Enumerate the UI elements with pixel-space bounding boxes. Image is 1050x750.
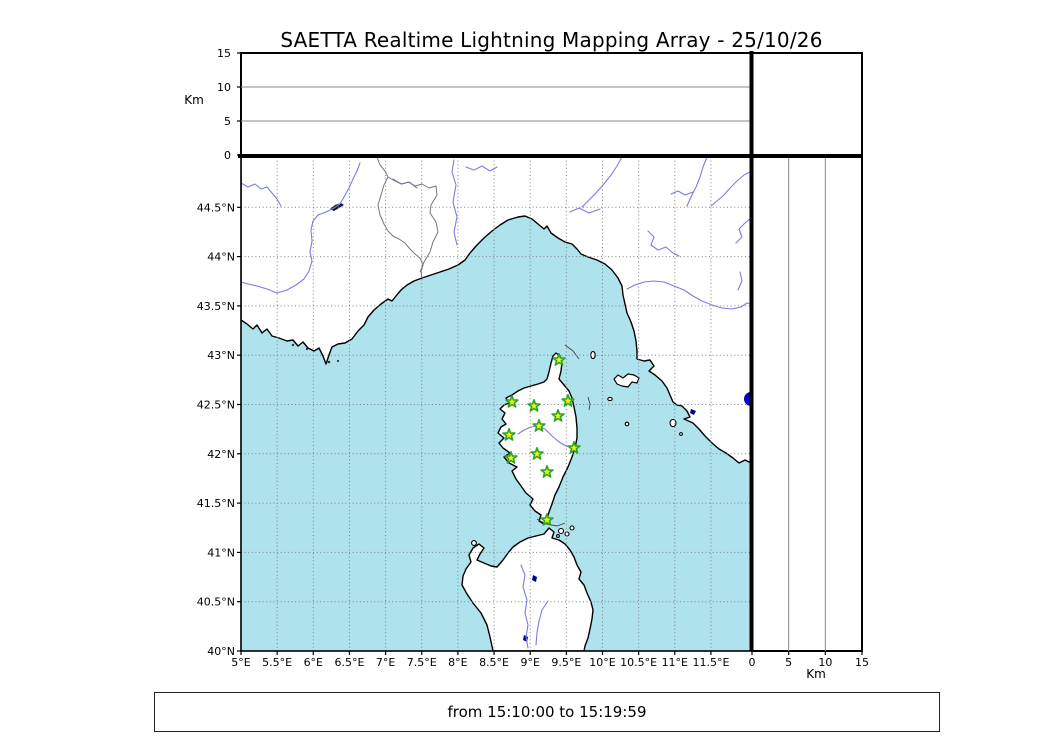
lat-tick-label: 42°N: [207, 448, 235, 461]
coastline-mainland: [241, 157, 752, 464]
provence-islets: [291, 343, 340, 364]
lat-tick-label: 43°N: [207, 349, 235, 362]
altitude-tick-label-right: 10: [818, 656, 832, 669]
station-marker: [561, 394, 575, 407]
time-range-box: from 15:10:00 to 15:19:59: [154, 692, 940, 732]
station-marker: [552, 353, 566, 366]
lon-tick-label: 8.5°E: [479, 656, 509, 669]
lon-tick-label: 7°E: [376, 656, 395, 669]
map-markers: [502, 353, 752, 526]
lon-tick-label: 8°E: [448, 656, 467, 669]
asinara-island: [471, 540, 477, 546]
rivers: [241, 157, 752, 649]
altitude-tick-label-right: 0: [749, 656, 756, 669]
station-marker: [502, 427, 516, 441]
lon-tick-label: 11°E: [662, 656, 688, 669]
corsica-island: [497, 352, 578, 525]
maddalena-islands: [556, 525, 575, 538]
station-marker: [540, 464, 554, 478]
altitude-tick-label-top: 5: [224, 115, 231, 128]
pianosa-island: [607, 396, 613, 402]
station-marker: [540, 512, 554, 526]
lat-tick-label: 40.5°N: [197, 596, 235, 609]
lon-tick-label: 11.5°E: [692, 656, 729, 669]
sardinia-island: [461, 527, 594, 651]
thick-divider-lines: [238, 51, 863, 651]
misc-segments: [536, 344, 591, 527]
lat-tick-label: 40°N: [207, 645, 235, 658]
station-marker: [505, 395, 519, 408]
station-marker: [504, 450, 518, 464]
altitude-tick-label-right: 15: [855, 656, 869, 669]
lon-tick-label: 9.5°E: [551, 656, 581, 669]
altitude-tick-label-right: 5: [785, 656, 792, 669]
lat-tick-label: 44°N: [207, 251, 235, 264]
top-altitude-panel: [240, 52, 753, 156]
lat-tick-label: 41.5°N: [197, 497, 235, 510]
altitude-tick-label-top: 10: [217, 81, 231, 94]
country-borders: [376, 157, 439, 279]
lon-tick-label: 6°E: [304, 656, 323, 669]
montecristo-island: [624, 421, 630, 427]
figure-title: SAETTA Realtime Lightning Mapping Array …: [280, 28, 823, 52]
time-range-label: from 15:10:00 to 15:19:59: [447, 703, 647, 721]
station-marker: [532, 418, 546, 432]
top-right-panel: [751, 52, 863, 156]
lat-tick-label: 42.5°N: [197, 399, 235, 412]
lon-tick-label: 10°E: [589, 656, 615, 669]
altitude-axis-label-top: Km: [184, 93, 204, 107]
lon-tick-label: 10.5°E: [620, 656, 657, 669]
lon-tick-label: 6.5°E: [334, 656, 364, 669]
elba-island: [613, 373, 640, 388]
altitude-tick-label-top: 0: [224, 149, 231, 162]
lon-tick-label: 9°E: [520, 656, 539, 669]
altitude-tick-label-top: 15: [217, 47, 231, 60]
station-marker: [567, 440, 581, 454]
lat-tick-label: 44.5°N: [197, 201, 235, 214]
lon-tick-label: 5°E: [231, 656, 250, 669]
panel-frames: [240, 52, 863, 652]
altitude-axis-label-right: Km: [806, 667, 826, 681]
panel-gridlines: [241, 86, 826, 651]
station-marker: [530, 446, 544, 460]
giannutri-island: [679, 432, 683, 436]
lon-tick-label: 7.5°E: [407, 656, 437, 669]
station-marker: [551, 409, 565, 422]
lat-tick-label: 41°N: [207, 546, 235, 559]
station-marker: [527, 399, 541, 412]
lon-tick-label: 5.5°E: [262, 656, 292, 669]
lat-tick-label: 43.5°N: [197, 300, 235, 313]
right-altitude-panel: [751, 156, 863, 652]
giglio-island: [669, 418, 677, 428]
axis-ticks-and-labels: 5°E 5.5°E 6°E 6.5°E 7°E 7.5°E 8°E 8.5°E 9°E 9.5°E…: [197, 47, 869, 669]
lakes: [330, 203, 696, 642]
